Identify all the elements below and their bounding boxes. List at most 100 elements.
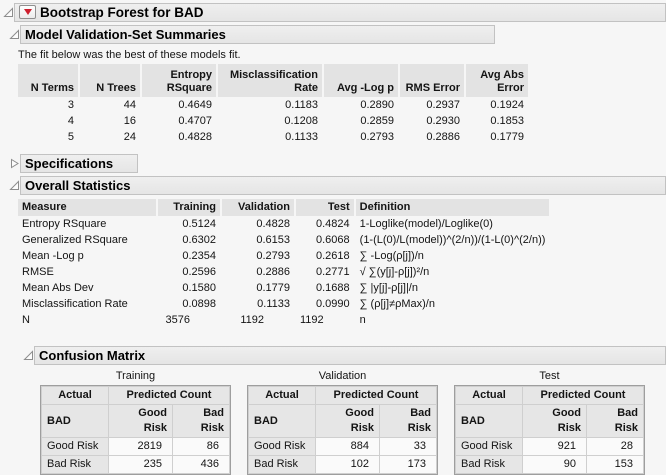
table-row: N 3576 1192 1192 n <box>18 312 549 328</box>
cell: 0.2859 <box>360 115 394 127</box>
cell: 0.2354 <box>182 250 216 262</box>
definition-text: ∑ -Log(ρ[j])/n <box>359 250 424 262</box>
bad-risk-header: Bad Risk <box>587 405 643 437</box>
cell: 16 <box>123 115 136 127</box>
model-validation-title-bar: Model Validation-Set Summaries <box>20 25 495 44</box>
cell: 0.2771 <box>316 266 350 278</box>
cell: 0.0990 <box>316 298 350 310</box>
cell: 0.1208 <box>284 115 318 127</box>
disclosure-collapsed-icon[interactable] <box>8 154 20 173</box>
row-label: Good Risk <box>456 438 522 455</box>
cell: 0.1183 <box>285 99 318 111</box>
cell: 0.6302 <box>182 234 216 246</box>
cell: 33 <box>380 438 436 455</box>
col-rms-error: RMS Error <box>400 64 464 97</box>
cell: 1192 <box>300 314 324 326</box>
section-title: Specifications <box>25 155 114 171</box>
table-row: Good Risk 921 28 <box>456 438 643 455</box>
cell: 0.5124 <box>182 218 216 230</box>
col-avg-abs-error: Avg Abs Error <box>466 64 528 97</box>
row-label: Bad Risk <box>249 456 315 473</box>
predicted-count-header: Predicted Count <box>523 387 643 404</box>
table-header-row: Measure Training Validation Test Definit… <box>18 199 550 216</box>
cell: 0.1688 <box>316 282 350 294</box>
table-row: RMSE 0.2596 0.2886 0.2771 √ ∑(y[j]-ρ[j])… <box>18 264 549 280</box>
cell: 5 <box>67 131 74 143</box>
good-risk-header: Good Risk <box>109 405 172 437</box>
cell: 235 <box>109 456 172 473</box>
table-row: Bad Risk 90 153 <box>456 456 643 473</box>
cell: 0.4828 <box>256 218 290 230</box>
actual-header: Actual <box>456 387 522 404</box>
cell: 0.2886 <box>426 131 460 143</box>
definition-text: (1-(L(0)/L(model))^(2/n))/(1-L(0)^(2/n)) <box>359 234 546 246</box>
table-row: Misclassification Rate 0.0898 0.1133 0.0… <box>18 296 549 312</box>
response-header: BAD <box>249 405 315 437</box>
col-n-terms: N Terms <box>18 64 78 97</box>
disclosure-expanded-icon[interactable] <box>2 3 14 22</box>
col-measure: Measure <box>18 199 156 216</box>
disclosure-expanded-icon[interactable] <box>8 25 20 44</box>
cell: 0.2930 <box>426 115 460 127</box>
cell: 0.0898 <box>182 298 216 310</box>
definition-text: ∑ |y[j]-ρ[j]|/n <box>359 282 418 294</box>
good-risk-header: Good Risk <box>523 405 586 437</box>
cell: 436 <box>173 456 229 473</box>
table-row: 4 16 0.4707 0.1208 0.2859 0.2930 0.1853 <box>18 113 528 129</box>
model-validation-table: N Terms N Trees Entropy RSquare Misclass… <box>16 64 530 145</box>
response-header: BAD <box>456 405 522 437</box>
cell: 1192 <box>240 314 264 326</box>
specifications-title-bar: Specifications <box>20 154 138 173</box>
measure-label: Mean Abs Dev <box>22 282 94 294</box>
table-header-row: BAD Good Risk Bad Risk <box>249 405 436 437</box>
col-avg-log-p: Avg -Log p <box>324 64 398 97</box>
table-header-row: BAD Good Risk Bad Risk <box>42 405 229 437</box>
cell: 0.1924 <box>490 99 524 111</box>
table-row: Good Risk 884 33 <box>249 438 436 455</box>
col-entropy-rsquare: Entropy RSquare <box>142 64 216 97</box>
table-row: Bad Risk 102 173 <box>249 456 436 473</box>
section-title: Model Validation-Set Summaries <box>25 26 226 42</box>
table-header-row: N Terms N Trees Entropy RSquare Misclass… <box>18 64 528 97</box>
red-triangle-menu-button[interactable] <box>19 5 36 19</box>
specifications-header: Specifications <box>8 154 138 173</box>
table-row: 5 24 0.4828 0.1133 0.2793 0.2886 0.1779 <box>18 129 528 145</box>
table-row: Bad Risk 235 436 <box>42 456 229 473</box>
definition-text: √ ∑(y[j]-ρ[j])²/n <box>359 266 430 278</box>
cell: 0.2596 <box>182 266 216 278</box>
table-row: Good Risk 2819 86 <box>42 438 229 455</box>
root-title-bar: Bootstrap Forest for BAD <box>14 3 666 22</box>
bad-risk-header: Bad Risk <box>173 405 229 437</box>
confusion-test-block: Test Actual Predicted Count BAD Good Ris… <box>454 370 645 475</box>
cell: 0.1133 <box>257 298 290 310</box>
cell: 0.1779 <box>256 282 290 294</box>
cell: 2819 <box>109 438 172 455</box>
cell: 0.2937 <box>426 99 460 111</box>
disclosure-expanded-icon[interactable] <box>8 176 20 195</box>
red-triangle-icon <box>23 9 32 15</box>
confusion-test-table: Actual Predicted Count BAD Good Risk Bad… <box>454 385 645 475</box>
confusion-training-block: Training Actual Predicted Count BAD Good… <box>40 370 231 475</box>
row-label: Good Risk <box>249 438 315 455</box>
cell: 0.1133 <box>285 131 318 143</box>
report-root-header: Bootstrap Forest for BAD <box>2 3 666 22</box>
cell: 0.4828 <box>178 131 212 143</box>
page-title: Bootstrap Forest for BAD <box>40 4 204 20</box>
measure-label: Generalized RSquare <box>22 234 128 246</box>
measure-label: N <box>22 314 30 326</box>
cell: 0.4824 <box>316 218 350 230</box>
cell: 0.1779 <box>490 131 524 143</box>
overall-statistics-header: Overall Statistics <box>8 176 666 195</box>
table-row: Generalized RSquare 0.6302 0.6153 0.6068… <box>18 232 549 248</box>
confusion-matrix-group: Training Actual Predicted Count BAD Good… <box>40 370 666 475</box>
measure-label: Mean -Log p <box>22 250 84 262</box>
cell: 4 <box>67 115 74 127</box>
table-row: Mean Abs Dev 0.1580 0.1779 0.1688 ∑ |y[j… <box>18 280 549 296</box>
disclosure-expanded-icon[interactable] <box>22 346 34 365</box>
cell: 28 <box>587 438 643 455</box>
cell: 153 <box>587 456 643 473</box>
table-header-row: BAD Good Risk Bad Risk <box>456 405 643 437</box>
confusion-validation-block: Validation Actual Predicted Count BAD Go… <box>247 370 438 475</box>
overall-statistics-table: Measure Training Validation Test Definit… <box>16 199 551 328</box>
section-title: Overall Statistics <box>25 177 131 193</box>
